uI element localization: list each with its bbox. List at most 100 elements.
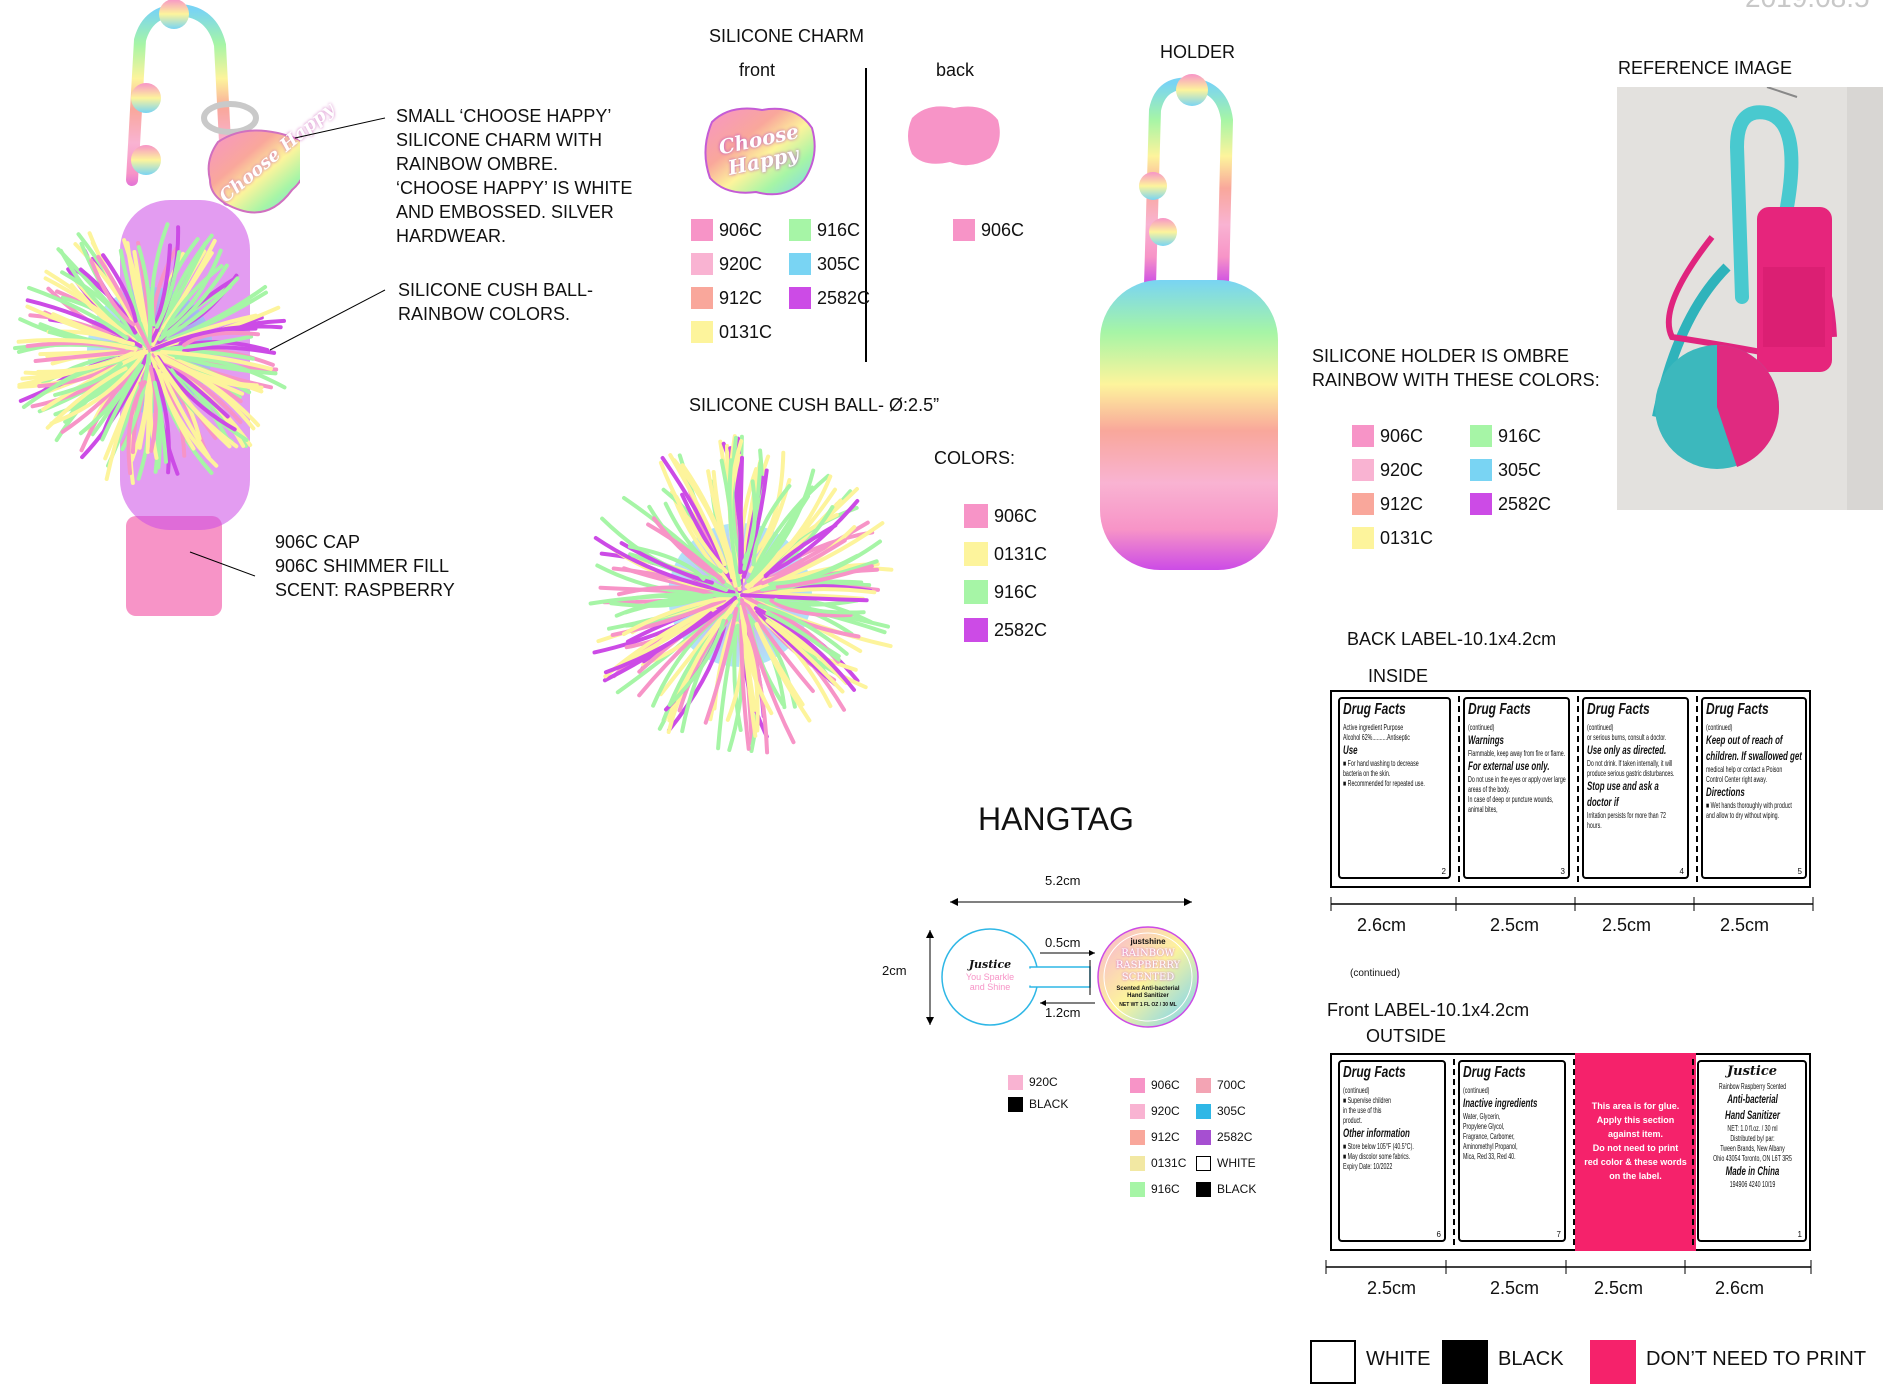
cush-ball-strand (746, 468, 816, 584)
cush-ball-strand (742, 598, 815, 693)
glue-note-line: red color & these words (1584, 1157, 1687, 1167)
cush-ball-strand (768, 539, 882, 586)
cush-ball-strand (89, 258, 136, 327)
label-line: Alcohol 62%..........Antiseptic (1343, 733, 1410, 742)
cush-ball-strand (716, 628, 737, 751)
color-swatch (1130, 1104, 1145, 1119)
legend-swatch (1310, 1340, 1356, 1384)
color-swatch (964, 504, 988, 528)
label-line: doctor if (1587, 795, 1619, 809)
cush-ball-strand (739, 619, 751, 751)
drug-facts-heading: Drug Facts (1587, 701, 1650, 718)
hangtag-drawing (926, 898, 1199, 1028)
color-swatch-label: 920C (719, 254, 763, 274)
cush-ball-strand (145, 364, 152, 454)
cush-ball-strand (167, 285, 268, 342)
cush-ball-strand (159, 349, 273, 371)
callout-lines (189, 117, 386, 577)
label-line: ■ For hand washing to decrease (1343, 759, 1419, 768)
hangtag-left-tagline-1: You Sparkle (965, 972, 1015, 982)
cushball-drawing (588, 434, 894, 755)
panel-divider (1458, 696, 1460, 882)
panel-divider (1453, 1059, 1455, 1245)
glue-note-line: on the label. (1609, 1171, 1662, 1181)
label-line: medical help or contact a Poison (1706, 765, 1783, 774)
color-swatch-label: 916C (1151, 1182, 1180, 1196)
label-line: in the use of this (1343, 1106, 1382, 1115)
front-label-sheet: Drug Facts (continued) ■ Supervise childre… (1330, 1053, 1811, 1251)
label-line: ■ Store below 105°F (40.5°C). (1343, 1142, 1414, 1151)
cush-ball-strand (741, 468, 769, 579)
label-line: Fragrance, Carbomer, (1463, 1132, 1515, 1141)
label-line: Propylene Glycol, (1463, 1122, 1505, 1131)
hangtag-right-sub-1: Scented Anti-bacterial (1116, 986, 1180, 992)
label-line: areas of the body. (1468, 785, 1510, 794)
legend-swatch (1442, 1340, 1488, 1384)
drug-facts-heading: Drug Facts (1463, 1064, 1526, 1081)
color-swatch-label: BLACK (1029, 1097, 1069, 1111)
label-line: NET: 1.0 fl.oz. / 30 ml (1726, 1124, 1778, 1133)
back-label-title: BACK LABEL-10.1x4.2cm (1347, 629, 1557, 649)
color-swatch-label: 700C (1217, 1078, 1246, 1092)
cush-ball-strand (150, 324, 283, 352)
label-line: bacteria on the skin. (1343, 769, 1391, 778)
color-swatch (1196, 1078, 1211, 1093)
label-line: hours. (1587, 821, 1602, 830)
color-swatch-label: 912C (1380, 494, 1424, 514)
label-line: Water, Glycerin, (1463, 1112, 1501, 1121)
cush-ball-strand (658, 460, 729, 574)
label-dimension: 2.5cm (1490, 915, 1540, 935)
color-swatch-label: WHITE (1217, 1156, 1256, 1170)
holder-description-line-1: SILICONE HOLDER IS OMBRE (1312, 346, 1570, 366)
label-dimension: 2.5cm (1720, 915, 1770, 935)
continued-note: (continued) (1350, 968, 1401, 979)
panel-number: 6 (1436, 1230, 1441, 1239)
holder-title: HOLDER (1160, 42, 1236, 62)
cush-ball-strand (760, 538, 847, 586)
cush-ball-strand (148, 334, 254, 352)
cush-ball-strand (742, 521, 885, 595)
cush-ball-strand (148, 364, 158, 453)
label-line: Do not drink. If taken internally, it wi… (1587, 759, 1673, 768)
cush-ball-strand (603, 595, 737, 675)
label-line: Expiry Date: 10/2022 (1343, 1162, 1393, 1171)
cush-ball-strand (763, 587, 877, 597)
cush-ball-strand (56, 247, 149, 349)
label-line: Mica, Red 33, Red 40. (1463, 1152, 1516, 1161)
legend-label: DON’T NEED TO PRINT (1646, 1348, 1867, 1370)
holder-drawing (1100, 74, 1278, 570)
charm-front-drawing (704, 107, 816, 196)
label-line: (continued) (1587, 723, 1614, 732)
cush-ball-strand (161, 372, 211, 459)
label-line: (continued) (1343, 1086, 1370, 1095)
label-line: Ohio 43054 Toronto, ON L6T 3R5 (1712, 1154, 1792, 1163)
label-line: Distributed by/ par: (1729, 1134, 1775, 1143)
cush-ball-strand (154, 352, 261, 428)
panel-divider (1692, 1059, 1694, 1245)
label-dimension: 2.5cm (1594, 1278, 1644, 1298)
color-swatch (691, 287, 713, 309)
cap-callout-line-3: SCENT: RASPBERRY (275, 580, 455, 600)
label-line: (continued) (1706, 723, 1733, 732)
color-swatch-label: 305C (817, 254, 861, 274)
hangtag-right-net: NET WT 1 FL OZ / 30 ML (1119, 1002, 1177, 1008)
color-swatch (1470, 425, 1492, 447)
color-swatch-label: 0131C (1151, 1156, 1187, 1170)
cush-ball-strand (738, 455, 744, 575)
brand-logo: Justice (1726, 1064, 1778, 1079)
color-swatch (1196, 1182, 1211, 1197)
label-dimension: 2.5cm (1367, 1278, 1417, 1298)
color-swatch-label: 920C (1029, 1075, 1058, 1089)
cap-callout-line-1: 906C CAP (275, 532, 361, 552)
label-line: In case of deep or puncture wounds, (1468, 795, 1554, 804)
cush-ball-strand (53, 361, 123, 397)
cush-ball-strand (730, 435, 741, 559)
color-swatch (691, 321, 713, 343)
cush-ball-strand (740, 593, 869, 603)
color-swatch-label: 912C (1151, 1130, 1180, 1144)
color-swatch-label: 916C (1498, 426, 1542, 446)
color-swatch (1196, 1104, 1211, 1119)
color-swatch-label: 906C (981, 220, 1025, 240)
color-swatch-label: 906C (719, 220, 763, 240)
color-swatch (1130, 1130, 1145, 1145)
